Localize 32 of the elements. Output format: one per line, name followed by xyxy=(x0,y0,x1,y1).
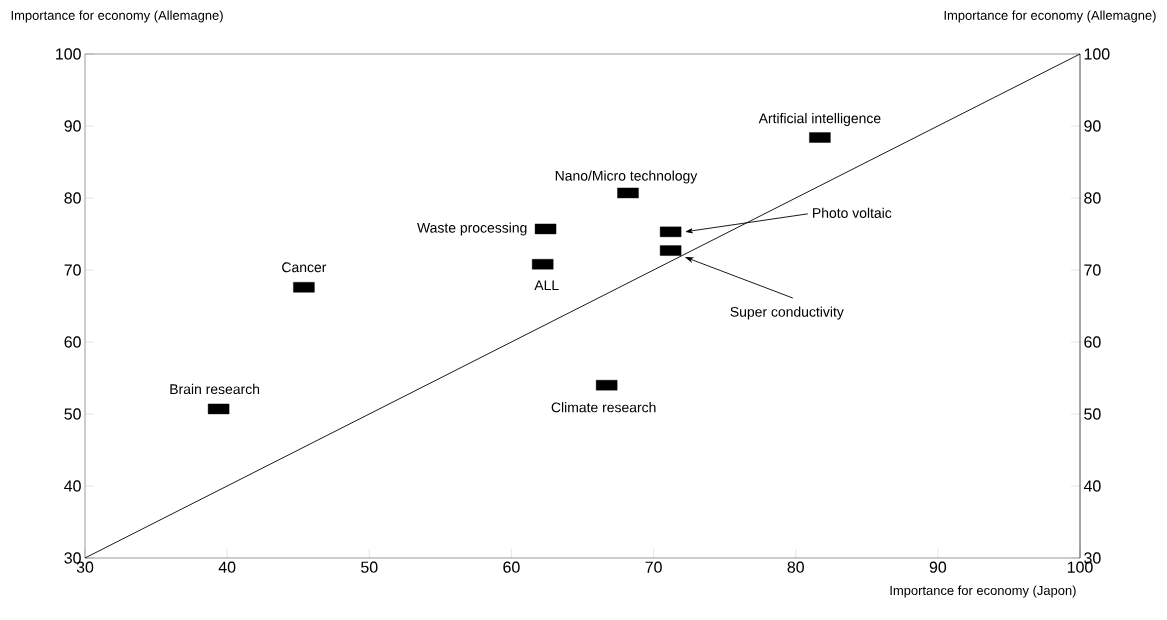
annotation: Photo voltaic xyxy=(813,207,892,218)
y2-tick-label: 100 xyxy=(1084,48,1110,60)
x-tick-label: 70 xyxy=(645,561,662,573)
annotation: Super conductivity xyxy=(730,306,844,320)
annotation: Artificial intelligence xyxy=(758,113,881,127)
y2-tick-label: 90 xyxy=(1084,120,1101,132)
y2-tick-label: 50 xyxy=(1084,408,1101,420)
x-tick-label: 50 xyxy=(361,561,378,573)
y-tick-label: 50 xyxy=(64,408,81,420)
y2-tick-label: 70 xyxy=(1084,264,1101,276)
x-tick-label: 40 xyxy=(218,561,236,573)
y-tick-label: 40 xyxy=(64,480,81,492)
x-tick-label: 80 xyxy=(787,561,804,573)
y-tick-label: 70 xyxy=(64,264,81,276)
x-tick-label: 90 xyxy=(929,561,947,573)
y-tick-label: 60 xyxy=(64,336,81,348)
x-tick-label: 60 xyxy=(503,561,520,573)
y2-axis-title: Importance for economy (Allemagne) xyxy=(944,10,1156,23)
y-axis-title: Importance for economy (Allemagne) xyxy=(11,10,223,23)
annotation: Cancer xyxy=(282,262,327,273)
y-tick-label: 100 xyxy=(56,48,81,60)
y2-tick-label: 40 xyxy=(1083,480,1101,492)
y2-tick-label: 80 xyxy=(1084,192,1101,204)
annotation: ALL xyxy=(534,280,559,291)
y2-tick-label: 60 xyxy=(1084,336,1101,348)
annotation: Waste processing xyxy=(417,222,527,236)
y-tick-label: 90 xyxy=(64,120,81,132)
annotation: Nano/Micro technology xyxy=(555,170,698,184)
y-tick-label: 80 xyxy=(64,192,81,204)
annotation: Climate research xyxy=(551,402,656,413)
x-axis-title: Importance for economy (Japon) xyxy=(890,585,1076,598)
annotation: Brain research xyxy=(170,383,260,395)
